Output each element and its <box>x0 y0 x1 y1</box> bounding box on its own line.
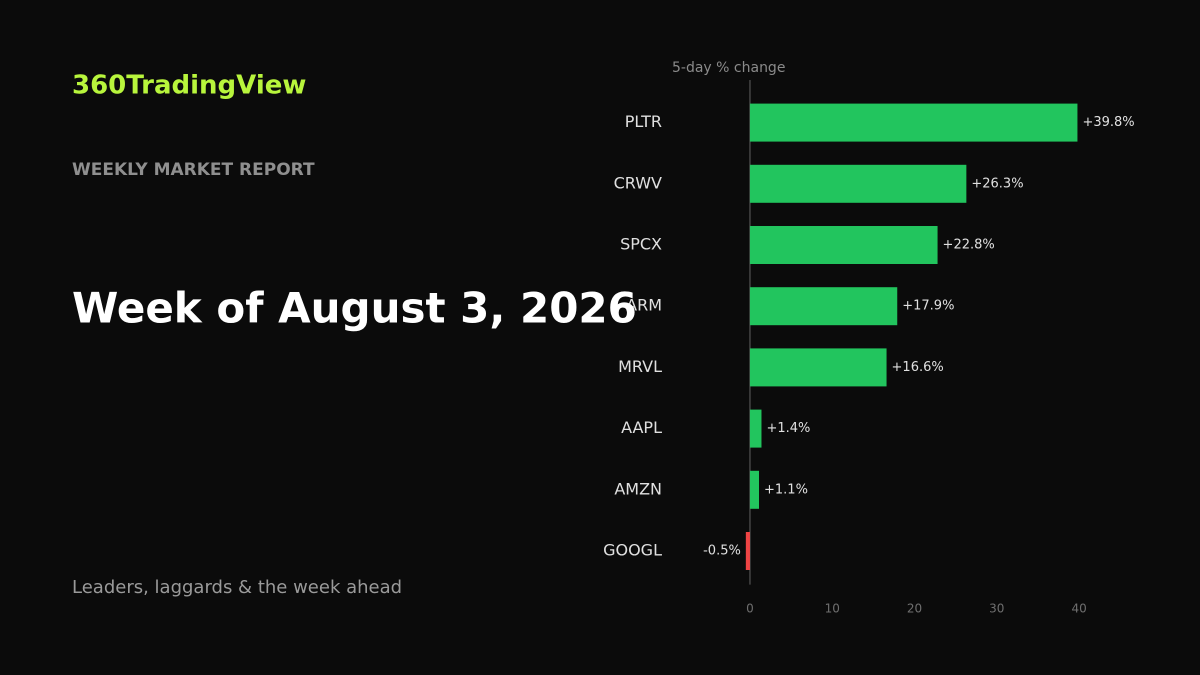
x-tick-label: 0 <box>746 602 754 616</box>
x-tick-label: 20 <box>907 602 922 616</box>
category-label: GOOGL <box>603 541 662 560</box>
bar <box>749 287 898 326</box>
tagline: Leaders, laggards & the week ahead <box>72 577 402 598</box>
bar <box>749 470 760 509</box>
category-label: SPCX <box>620 235 662 254</box>
value-label: +26.3% <box>971 176 1023 191</box>
category-label: CRWV <box>614 173 662 192</box>
bar <box>749 348 887 387</box>
value-label: +1.4% <box>766 421 810 436</box>
headline: Week of August 3, 2026 <box>72 284 637 333</box>
category-label: PLTR <box>625 112 662 131</box>
bar <box>745 532 750 570</box>
bar <box>749 103 1078 142</box>
value-label: +39.8% <box>1082 115 1134 130</box>
bar <box>749 226 938 264</box>
bar <box>749 409 762 448</box>
category-label: AMZN <box>614 479 662 498</box>
category-label: AAPL <box>621 418 662 437</box>
chart-title: 5-day % change <box>672 60 785 76</box>
chart: 5-day % change 0 10 20 30 40 PLTR +39.8% CRWV +26… <box>603 60 1135 616</box>
brand: 360TradingView <box>72 71 306 101</box>
x-tick-label: 40 <box>1071 602 1086 616</box>
category-label: ARM <box>626 296 662 315</box>
value-label: -0.5% <box>703 544 741 559</box>
x-tick-label: 30 <box>989 602 1004 616</box>
bar <box>749 164 967 203</box>
report-label: WEEKLY MARKET REPORT <box>72 160 315 180</box>
value-label: +16.6% <box>892 360 944 375</box>
category-label: MRVL <box>618 357 662 376</box>
value-label: +22.8% <box>943 238 995 253</box>
x-tick-label: 10 <box>825 602 840 616</box>
value-label: +17.9% <box>902 299 954 314</box>
value-label: +1.1% <box>764 482 808 497</box>
